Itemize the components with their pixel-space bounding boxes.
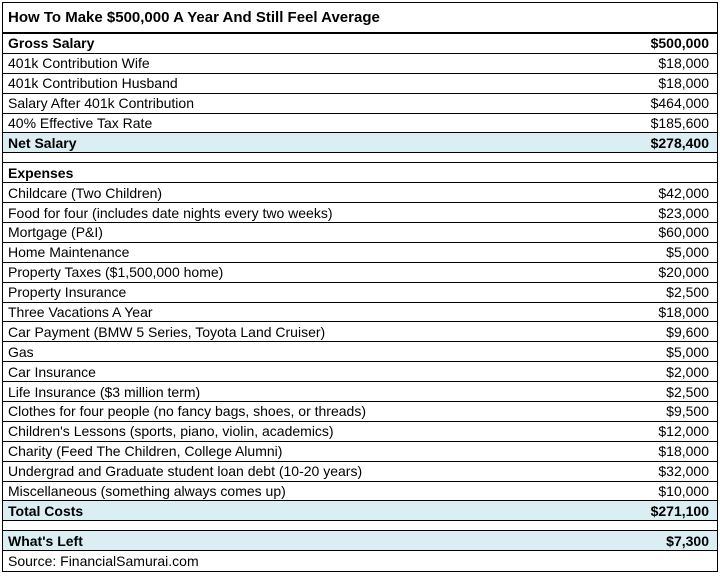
- expense-row-label: Property Insurance: [8, 284, 127, 301]
- income-row-value: $18,000: [658, 55, 709, 72]
- income-row-label: Net Salary: [8, 134, 77, 151]
- expense-row-label: Life Insurance ($3 million term): [8, 383, 201, 400]
- income-row: Gross Salary $500,000: [3, 34, 717, 54]
- expense-row-value: $12,000: [658, 423, 709, 440]
- expense-row-value: $9,600: [666, 323, 709, 340]
- expense-row: Home Maintenance $5,000: [3, 243, 717, 263]
- expense-row-value: $42,000: [658, 184, 709, 201]
- expense-row-label: Childcare (Two Children): [8, 184, 163, 201]
- expense-row-value: $2,000: [666, 363, 709, 380]
- expense-row-label: Gas: [8, 343, 34, 360]
- income-row-label: 401k Contribution Wife: [8, 55, 150, 72]
- income-row-label: 40% Effective Tax Rate: [8, 115, 153, 131]
- total-costs-label: Total Costs: [8, 502, 84, 519]
- income-row-value: $278,400: [650, 134, 709, 151]
- expense-row: Mortgage (P&I) $60,000: [3, 223, 717, 243]
- expense-row-label: Children's Lessons (sports, piano, violi…: [8, 423, 334, 440]
- source-text: Source: FinancialSamurai.com: [8, 553, 199, 570]
- whats-left-value: $7,300: [666, 532, 709, 549]
- source-row: Source: FinancialSamurai.com: [3, 551, 717, 571]
- expense-row: Car Payment (BMW 5 Series, Toyota Land C…: [3, 322, 717, 343]
- expense-row-value: $60,000: [658, 224, 709, 241]
- expense-row-value: $2,500: [666, 383, 709, 400]
- expense-row: Life Insurance ($3 million term) $2,500: [3, 382, 717, 403]
- expense-row-value: $2,500: [666, 284, 709, 301]
- income-row-value: $185,600: [650, 115, 709, 131]
- income-row: 401k Contribution Husband $18,000: [3, 74, 717, 94]
- expense-row-value: $20,000: [658, 264, 709, 281]
- income-row-label: Gross Salary: [8, 35, 95, 52]
- income-row-value: $464,000: [650, 95, 709, 112]
- expense-row-label: Miscellaneous (something always comes up…: [8, 483, 286, 500]
- expense-row: Car Insurance $2,000: [3, 362, 717, 383]
- total-costs-value: $271,100: [650, 502, 709, 519]
- expense-row: Property Insurance $2,500: [3, 283, 717, 303]
- expense-row-value: $18,000: [658, 443, 709, 460]
- expense-row: Food for four (includes date nights ever…: [3, 203, 717, 224]
- expense-row-value: $9,500: [666, 403, 709, 420]
- whats-left-label: What's Left: [8, 532, 83, 549]
- expense-row-value: $23,000: [658, 204, 709, 221]
- expense-row: Property Taxes ($1,500,000 home) $20,000: [3, 263, 717, 283]
- section-spacer: [3, 153, 717, 164]
- expense-row-value: $32,000: [658, 463, 709, 480]
- income-row-label: 401k Contribution Husband: [8, 75, 178, 92]
- expense-row-label: Three Vacations A Year: [8, 304, 153, 321]
- whats-left-row: What's Left $7,300: [3, 531, 717, 552]
- expense-row-value: $5,000: [666, 244, 709, 261]
- expense-row-label: Food for four (includes date nights ever…: [8, 204, 333, 221]
- expense-row: Charity (Feed The Children, College Alum…: [3, 442, 717, 462]
- income-row: Salary After 401k Contribution $464,000: [3, 94, 717, 114]
- income-row-value: $500,000: [650, 35, 709, 52]
- expense-row-label: Property Taxes ($1,500,000 home): [8, 264, 224, 281]
- expenses-section: Childcare (Two Children) $42,000 Food for …: [3, 183, 717, 502]
- expense-row: Clothes for four people (no fancy bags, …: [3, 402, 717, 422]
- expense-row-label: Car Insurance: [8, 363, 96, 380]
- expenses-header: Expenses: [3, 163, 717, 184]
- income-section: Gross Salary $500,000 401k Contribution Wi…: [3, 34, 717, 154]
- income-row: 40% Effective Tax Rate $185,600: [3, 114, 717, 134]
- expense-row: Three Vacations A Year $18,000: [3, 303, 717, 323]
- income-row: 401k Contribution Wife $18,000: [3, 54, 717, 74]
- expense-row-value: $10,000: [658, 483, 709, 500]
- section-spacer: [3, 521, 717, 532]
- expense-row: Gas $5,000: [3, 342, 717, 363]
- expense-row-label: Clothes for four people (no fancy bags, …: [8, 403, 366, 420]
- total-costs-row: Total Costs $271,100: [3, 501, 717, 522]
- expense-row-label: Undergrad and Graduate student loan debt…: [8, 463, 363, 480]
- expense-row-value: $5,000: [666, 343, 709, 360]
- income-row-value: $18,000: [658, 75, 709, 92]
- expense-row-label: Car Payment (BMW 5 Series, Toyota Land C…: [8, 323, 326, 340]
- expense-row: Childcare (Two Children) $42,000: [3, 183, 717, 204]
- table-title-text: How To Make $500,000 A Year And Still Fe…: [8, 9, 380, 26]
- expense-row: Miscellaneous (something always comes up…: [3, 482, 717, 502]
- expenses-header-label: Expenses: [8, 164, 74, 181]
- expense-row-label: Charity (Feed The Children, College Alum…: [8, 443, 283, 460]
- income-row-label: Salary After 401k Contribution: [8, 95, 194, 112]
- expense-row-label: Mortgage (P&I): [8, 224, 103, 241]
- expense-row-label: Home Maintenance: [8, 244, 130, 261]
- expense-row: Undergrad and Graduate student loan debt…: [3, 462, 717, 482]
- expense-row-value: $18,000: [658, 304, 709, 321]
- expense-row: Children's Lessons (sports, piano, violi…: [3, 422, 717, 442]
- table-title: How To Make $500,000 A Year And Still Fe…: [3, 3, 717, 34]
- income-row: Net Salary $278,400: [3, 133, 717, 154]
